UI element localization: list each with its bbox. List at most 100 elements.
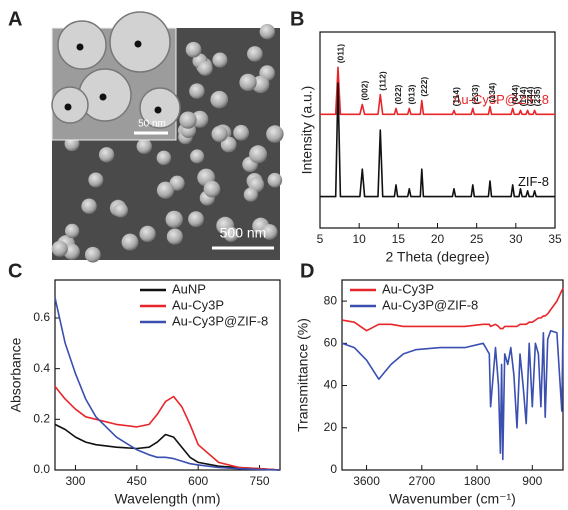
particle <box>261 224 278 240</box>
particle <box>136 138 152 154</box>
peak-label: (233) <box>470 84 480 104</box>
legend-label: Au-Cy3P@ZIF-8 <box>172 313 268 328</box>
particle <box>156 181 175 199</box>
y-tick-label: 80 <box>324 293 338 307</box>
particle <box>212 52 228 68</box>
x-axis-label: 2 Theta (degree) <box>385 249 489 265</box>
particle <box>210 90 229 109</box>
x-tick-label: 450 <box>127 474 147 488</box>
x-tick-label: 10 <box>352 232 366 246</box>
particle <box>190 149 205 164</box>
tem-core <box>134 40 142 48</box>
particle <box>247 46 263 62</box>
plot-frame <box>54 279 281 471</box>
peak-label: (114) <box>451 87 461 107</box>
particle <box>239 73 257 92</box>
data-line <box>320 66 555 116</box>
y-axis-label: Absorbance <box>8 337 24 412</box>
y-tick-label: 0.2 <box>33 412 50 426</box>
particle <box>156 150 172 166</box>
y-axis-label: Transmittance (%) <box>295 318 311 432</box>
panel-label: C <box>8 260 22 282</box>
particle <box>88 172 104 188</box>
x-tick-label: 300 <box>65 474 85 488</box>
particle <box>249 145 268 164</box>
data-line <box>54 423 281 471</box>
tem-core <box>99 93 107 101</box>
particle <box>98 147 115 163</box>
tem-particles <box>51 11 181 129</box>
particle <box>185 41 202 58</box>
data-line <box>341 328 564 461</box>
x-tick-label: 25 <box>470 232 484 246</box>
y-tick-label: 0.6 <box>33 310 50 324</box>
x-tick-label: 3600 <box>353 474 380 488</box>
x-axis-label: Wavenumber (cm⁻¹) <box>389 491 516 507</box>
plot-frame <box>319 31 556 229</box>
peak-label: (112) <box>378 71 388 91</box>
x-tick-label: 1800 <box>464 474 491 488</box>
legend-label: AuNP <box>172 281 206 296</box>
tem-core <box>76 43 84 51</box>
y-tick-label: 40 <box>324 378 338 392</box>
peak-label: (235) <box>532 86 542 106</box>
particle <box>121 233 139 251</box>
peak-label: (044) <box>510 84 520 104</box>
legend-label: Au-Cy3P@ZIF-8 <box>382 297 478 312</box>
x-tick-label: 30 <box>509 232 523 246</box>
peak-label: (134) <box>518 86 528 106</box>
x-tick-label: 35 <box>548 232 562 246</box>
legend-label: Au-Cy3P <box>382 281 434 296</box>
x-tick-label: 750 <box>250 474 270 488</box>
particle <box>165 210 183 229</box>
x-tick-label: 2700 <box>408 474 435 488</box>
peak-label: (222) <box>419 77 429 97</box>
x-tick-label: 15 <box>392 232 406 246</box>
y-axis-label: Intensity (a.u.) <box>299 86 315 175</box>
x-tick-label: 600 <box>188 474 208 488</box>
x-tick-label: 5 <box>317 232 324 246</box>
particle <box>267 172 283 188</box>
peak-label: (022) <box>393 84 403 104</box>
tem-core <box>64 103 72 111</box>
y-tick-label: 20 <box>324 420 338 434</box>
y-tick-label: 0.4 <box>33 361 50 375</box>
peak-label: (134) <box>487 82 497 102</box>
x-axis-label: Wavelength (nm) <box>114 491 220 507</box>
x-tick-label: 20 <box>431 232 445 246</box>
data-line <box>320 82 555 198</box>
particle <box>81 198 97 214</box>
particle <box>233 124 250 141</box>
series-label: Au-Cy3P@ZIF-8 <box>453 92 549 107</box>
particle <box>189 83 205 99</box>
panel-label: A <box>8 8 22 30</box>
y-tick-label: 0.0 <box>33 462 50 476</box>
particle <box>84 246 101 263</box>
sem-particles <box>51 23 284 263</box>
peak-label: (244) <box>525 86 535 106</box>
data-line <box>54 297 281 471</box>
y-tick-label: 60 <box>324 336 338 350</box>
data-line <box>54 385 281 471</box>
peak-label: (002) <box>360 81 370 101</box>
particle <box>266 125 284 143</box>
inset-scale-text: 50 nm <box>138 119 166 130</box>
particle <box>51 240 68 257</box>
particle <box>113 202 128 218</box>
y-tick-label: 0 <box>330 462 337 476</box>
peak-label: (013) <box>407 84 417 104</box>
particle <box>166 228 183 245</box>
particle <box>188 211 204 228</box>
tem-core <box>154 106 162 114</box>
legend-label: Au-Cy3P <box>172 297 224 312</box>
data-line <box>341 288 564 332</box>
particle <box>139 225 156 242</box>
particle <box>220 136 237 153</box>
particle <box>243 187 259 202</box>
peak-label: (011) <box>335 44 345 64</box>
particle <box>259 23 276 40</box>
particle <box>223 226 239 242</box>
panel-label: D <box>300 260 314 282</box>
particle <box>211 125 228 143</box>
